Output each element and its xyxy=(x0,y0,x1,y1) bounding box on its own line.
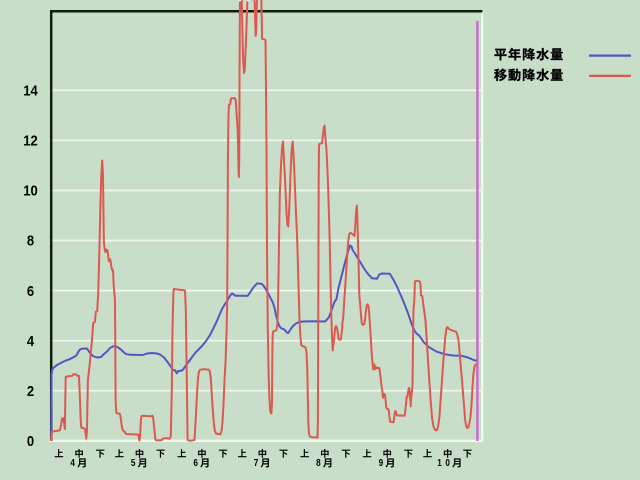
svg-text:4: 4 xyxy=(27,333,35,349)
svg-text:6: 6 xyxy=(193,456,198,468)
svg-text:1: 1 xyxy=(437,456,442,468)
svg-text:9: 9 xyxy=(379,456,384,468)
svg-text:4: 4 xyxy=(70,456,75,468)
svg-text:2: 2 xyxy=(27,383,35,399)
svg-text:8: 8 xyxy=(316,456,321,468)
svg-text:10: 10 xyxy=(23,183,38,199)
svg-text:14: 14 xyxy=(23,83,38,99)
svg-text:0: 0 xyxy=(27,433,35,449)
svg-text:7: 7 xyxy=(254,456,259,468)
svg-text:6: 6 xyxy=(27,283,35,299)
svg-text:8: 8 xyxy=(27,233,35,249)
svg-text:0: 0 xyxy=(445,456,450,468)
svg-text:12: 12 xyxy=(23,133,38,149)
svg-text:5: 5 xyxy=(131,456,136,468)
